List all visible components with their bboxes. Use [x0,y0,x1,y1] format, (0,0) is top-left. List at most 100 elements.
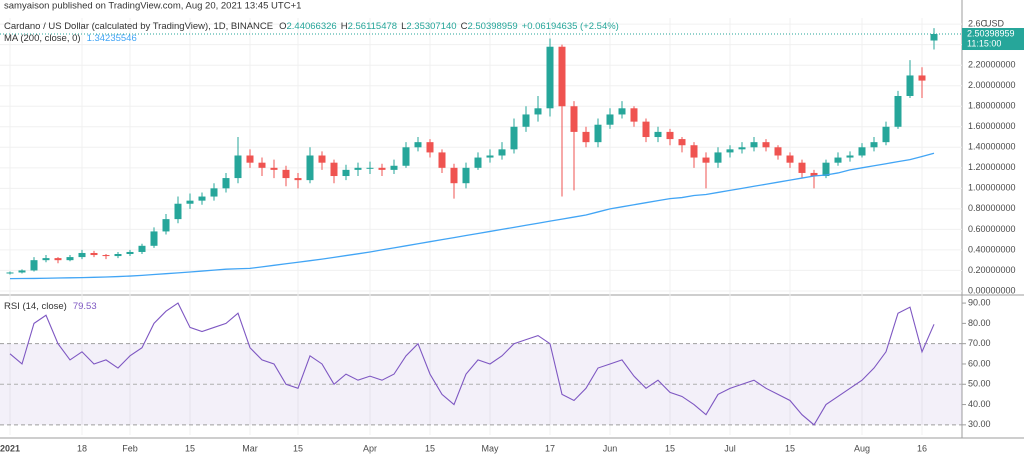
candle-body [870,142,878,148]
y-tick-label: 0.60000000 [968,224,1016,234]
y-tick-label: 70.00 [968,338,991,348]
y-tick-label: 0.20000000 [968,265,1016,275]
candle-body [690,145,698,158]
candle-body [366,167,374,169]
candle-body [822,162,830,177]
last-price-tag [962,28,1024,51]
candle-body [894,95,902,127]
candle-body [498,149,506,156]
candle-body [258,162,266,168]
candle-body [810,172,818,177]
countdown-label: 11:15:00 [967,38,1001,48]
candle-body [642,121,650,138]
candle-body [234,155,242,179]
currency-label: USD [985,19,1005,29]
candle-body [846,155,854,158]
x-tick-label: Jun [603,443,618,453]
y-tick-label: 2.00000000 [968,80,1016,90]
candle-body [486,155,494,158]
candle-body [90,252,98,256]
x-tick-label: 15 [185,443,195,453]
rsi-name: RSI (14, close) [4,301,67,312]
y-tick-label: 0.00000000 [968,285,1016,295]
candle-body [138,245,146,252]
x-tick-label: 17 [545,443,555,453]
candle-body [618,108,626,115]
candle-body [42,258,50,261]
ohlc-value: 2.44066326 [287,21,337,32]
rsi-band [0,343,962,425]
candle-body [702,157,710,163]
ohlc-value: 2.56115478 [348,21,398,32]
x-tick-label: May [481,443,499,453]
candle-body [678,139,686,146]
y-tick-label: 2.20000000 [968,60,1016,70]
candle-body [882,126,890,143]
candle-body [30,260,38,271]
change-value: +0.06194635 (+2.54%) [522,21,619,32]
candle-body [462,167,470,184]
y-tick-label: 1.60000000 [968,121,1016,131]
candle-body [930,34,938,41]
candle-body [306,155,314,181]
candle-body [6,272,14,274]
candle-body [210,188,218,197]
candle-body [786,155,794,163]
candle-body [522,114,530,127]
x-tick-label: 15 [293,443,303,453]
candle-body [294,178,302,181]
y-tick-label: 40.00 [968,399,991,409]
candle-body [354,167,362,170]
x-tick-label: 16 [917,443,927,453]
candle-body [666,131,674,140]
candle-body [798,162,806,173]
candle-body [510,126,518,150]
candle-body [570,106,578,132]
ohlc-key: H [341,21,348,32]
candle-body [378,167,386,170]
candle-body [114,254,122,257]
published-note: samyaison published on TradingView.com, … [4,1,301,12]
y-tick-label: 1.20000000 [968,162,1016,172]
candle-body [102,255,110,257]
ohlc-value: 2.35307140 [406,21,456,32]
candle-body [630,108,638,122]
ma-line [9,152,935,280]
candle-body [582,131,590,143]
candle-body [858,147,866,156]
ohlc-key: C [461,21,468,32]
y-tick-label: 90.00 [968,297,991,307]
y-tick-label: 30.00 [968,419,991,429]
candle-body [750,142,758,148]
candle-body [654,131,662,138]
candle-body [774,147,782,156]
candle-body [390,165,398,170]
rsi-value: 79.53 [73,301,97,312]
candle-body [270,167,278,170]
y-tick-label: 2.6C [968,19,988,29]
candle-body [54,258,62,261]
candle-body [342,169,350,177]
candle-body [762,142,770,148]
last-price-label: 2.50398959 [967,28,1015,38]
candle-body [534,108,542,115]
x-tick-label: 18 [77,443,87,453]
rsi-line [9,302,935,426]
candle-body [450,167,458,184]
candle-body [222,178,230,189]
x-tick-label: 15 [425,443,435,453]
candle-body [834,157,842,163]
candle-body [198,196,206,201]
candle-body [426,142,434,153]
symbol-title: Cardano / US Dollar (calculated by Tradi… [4,21,273,32]
candle-body [66,257,74,261]
candle-body [438,152,446,168]
rsi-legend: RSI (14, close) 79.53 [4,301,97,312]
candle-body [474,157,482,168]
x-tick-label: 2021 [0,443,20,453]
candle-body [906,75,914,96]
y-tick-label: 60.00 [968,358,991,368]
y-tick-label: 1.80000000 [968,101,1016,111]
x-tick-label: Aug [854,443,870,453]
